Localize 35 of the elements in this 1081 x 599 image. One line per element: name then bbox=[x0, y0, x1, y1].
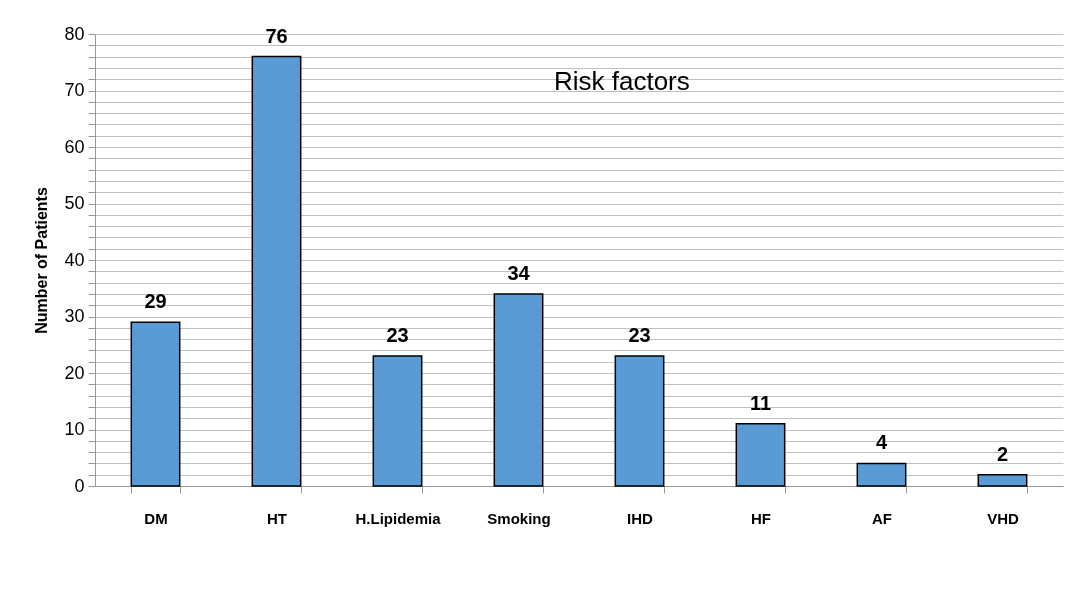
x-tick-label: AF bbox=[872, 509, 892, 527]
y-tick-label: 10 bbox=[64, 419, 85, 439]
y-tick-label: 80 bbox=[64, 23, 85, 44]
bar bbox=[614, 355, 665, 487]
bar bbox=[977, 473, 1028, 487]
y-tick-label: 40 bbox=[64, 249, 85, 270]
y-tick-label: 30 bbox=[64, 306, 85, 326]
bar bbox=[130, 321, 181, 487]
bar bbox=[735, 423, 786, 487]
x-tick-label: HF bbox=[751, 509, 771, 527]
x-tick-label: HT bbox=[267, 509, 287, 527]
data-label: 29 bbox=[144, 290, 167, 313]
y-axis-title: Number of Patients bbox=[33, 187, 51, 334]
y-tick-label: 60 bbox=[64, 136, 85, 157]
y-tick-label: 20 bbox=[64, 362, 85, 383]
data-label: 11 bbox=[749, 391, 772, 414]
y-tick-label: 70 bbox=[64, 80, 85, 100]
data-label: 2 bbox=[996, 442, 1009, 465]
x-tick-label: DM bbox=[144, 509, 168, 527]
bar bbox=[493, 293, 544, 487]
bar bbox=[856, 462, 907, 487]
data-label: 76 bbox=[265, 24, 288, 47]
x-tick-label: Smoking bbox=[487, 509, 551, 527]
text: Risk factors bbox=[553, 66, 690, 96]
x-tick-label: H.Lipidemia bbox=[355, 509, 442, 527]
data-label: 4 bbox=[875, 431, 888, 454]
y-tick-label: 0 bbox=[74, 475, 85, 496]
data-label: 23 bbox=[386, 324, 409, 347]
y-tick-label: 50 bbox=[64, 193, 85, 213]
data-label: 34 bbox=[507, 261, 531, 284]
x-tick-label: VHD bbox=[987, 509, 1019, 527]
x-tick-label: IHD bbox=[627, 509, 654, 527]
data-label: 23 bbox=[628, 324, 651, 347]
bar bbox=[251, 55, 302, 487]
bar bbox=[372, 355, 423, 487]
